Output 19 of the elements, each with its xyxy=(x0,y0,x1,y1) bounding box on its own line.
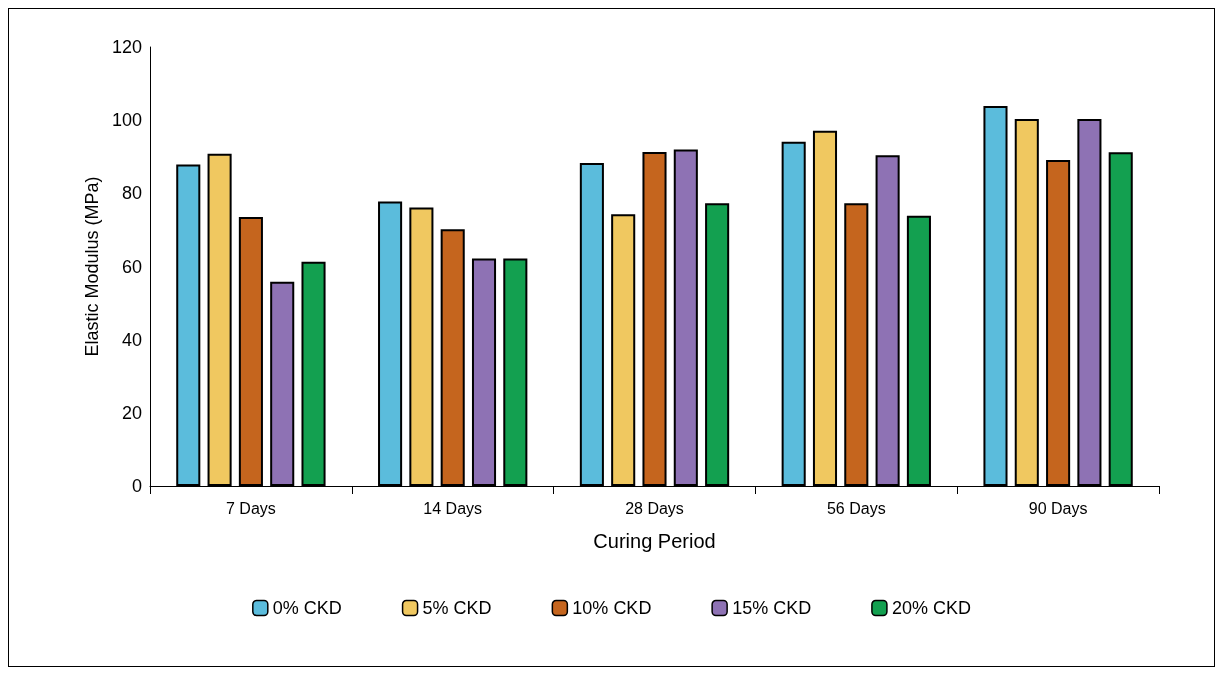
x-tick-label: 90 Days xyxy=(1028,499,1088,517)
legend-label: 5% CKD xyxy=(422,598,492,618)
y-axis-title: Elastic Modulus (MPa) xyxy=(82,176,103,357)
legend-label: 10% CKD xyxy=(572,598,652,618)
y-tick-label: 0 xyxy=(131,476,142,496)
legend-label: 20% CKD xyxy=(891,598,971,618)
y-tick-label: 20 xyxy=(121,402,142,423)
x-tick-label: 14 Days xyxy=(423,499,483,517)
y-tick-label: 60 xyxy=(121,256,142,277)
x-axis-title: Curing Period xyxy=(593,530,716,552)
y-tick-label: 100 xyxy=(111,110,142,131)
legend-label: 0% CKD xyxy=(272,598,342,618)
legend-label: 15% CKD xyxy=(732,598,812,618)
y-tick-label: 40 xyxy=(121,329,142,350)
y-tick-label: 80 xyxy=(121,183,142,204)
y-tick-label: 120 xyxy=(111,37,142,57)
x-tick-label: 7 Days xyxy=(226,499,276,517)
x-tick-label: 28 Days xyxy=(625,499,684,517)
x-tick-label: 56 Days xyxy=(826,499,886,517)
